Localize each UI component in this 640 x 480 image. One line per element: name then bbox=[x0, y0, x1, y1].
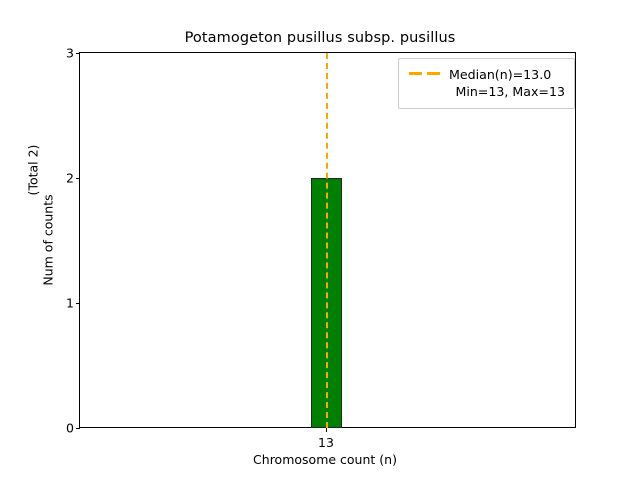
legend-label-median: Median(n)=13.0 bbox=[449, 67, 552, 82]
y-tick-label: 0 bbox=[66, 420, 74, 436]
y-tick-label: 1 bbox=[66, 295, 74, 311]
y-axis-label-total: (Total 2) bbox=[25, 144, 41, 196]
chart-legend: Median(n)=13.0 Min=13, Max=13 bbox=[398, 58, 575, 109]
y-tick-label: 2 bbox=[66, 170, 74, 186]
median-line bbox=[325, 53, 328, 428]
y-tick-mark bbox=[75, 427, 80, 429]
chart-title: Potamogeton pusillus subsp. pusillus bbox=[184, 30, 456, 46]
y-tick-label: 3 bbox=[66, 45, 74, 61]
x-axis-label: Chromosome count (n) bbox=[253, 452, 397, 467]
legend-entry-median: Median(n)=13.0 bbox=[408, 66, 566, 83]
legend-label-minmax: Min=13, Max=13 bbox=[455, 84, 565, 99]
x-tick-mark bbox=[326, 427, 327, 433]
y-tick-mark bbox=[75, 177, 80, 179]
y-axis-label: Num of counts bbox=[40, 194, 56, 286]
y-tick-mark bbox=[75, 53, 80, 54]
plot-area: 0 1 2 3 13 bbox=[66, 46, 576, 450]
y-tick-mark bbox=[75, 302, 80, 304]
legend-dashed-line-icon bbox=[408, 66, 442, 81]
x-tick-label: 13 bbox=[318, 434, 334, 450]
